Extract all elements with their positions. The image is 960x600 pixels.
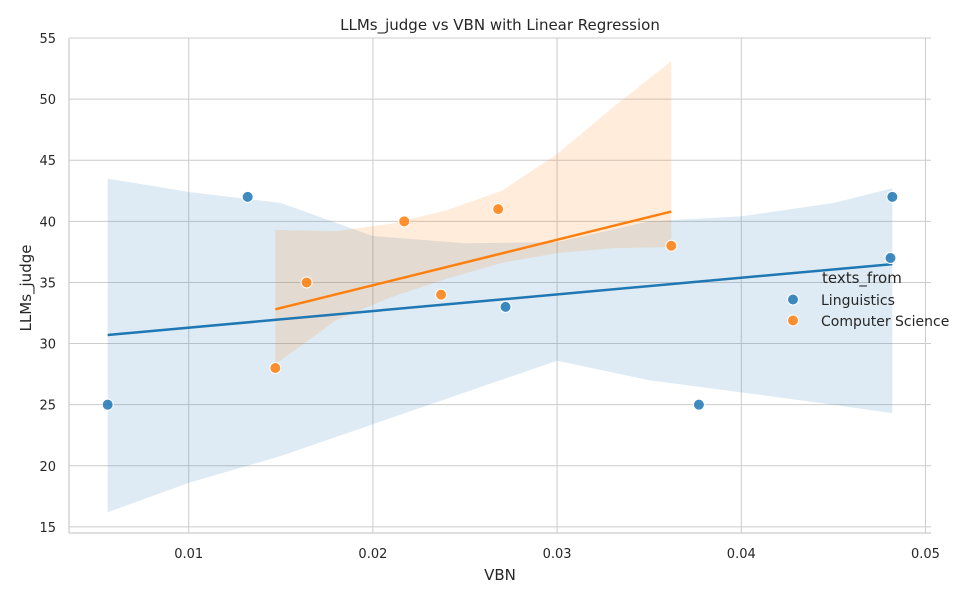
legend-marker <box>787 293 799 306</box>
ci-band-linguistics <box>107 178 893 513</box>
data-point <box>884 252 897 264</box>
regression-line-linguistics <box>107 262 893 337</box>
y-tick-label: 40 <box>39 215 56 230</box>
x-tick-label: 0.01 <box>174 547 203 562</box>
y-tick-label: 15 <box>39 521 56 536</box>
data-point <box>492 203 505 216</box>
regression-lines <box>107 210 893 337</box>
data-point <box>300 276 313 289</box>
legend-label: Computer Science <box>821 314 949 330</box>
axes <box>68 38 931 534</box>
data-point <box>269 362 282 374</box>
data-point <box>886 190 899 203</box>
data-points <box>101 190 899 411</box>
x-axis-label: VBN <box>484 566 516 584</box>
ci-band-computer-science <box>275 61 672 365</box>
x-tick-label: 0.02 <box>358 547 387 562</box>
data-point <box>692 398 705 411</box>
legend-title: texts_from <box>822 269 902 288</box>
x-tick-label: 0.03 <box>543 547 572 562</box>
data-point <box>435 288 448 301</box>
y-axis-ticks: 15 20 25 30 35 40 45 50 55 <box>39 32 56 536</box>
data-point <box>499 300 512 313</box>
data-point <box>241 190 254 203</box>
x-axis-ticks: 0.01 0.02 0.03 0.04 0.05 <box>174 547 940 562</box>
x-tick-label: 0.04 <box>727 547 756 562</box>
x-tick-label: 0.05 <box>911 547 940 562</box>
y-axis-label: LLMs_judge <box>17 245 36 332</box>
y-tick-label: 45 <box>39 154 56 169</box>
confidence-bands <box>107 61 893 513</box>
y-tick-label: 50 <box>39 93 56 108</box>
y-tick-label: 30 <box>39 338 56 353</box>
y-tick-label: 25 <box>39 399 56 414</box>
grid <box>69 37 931 533</box>
data-point <box>665 239 678 252</box>
regression-line-computer-science <box>274 210 672 311</box>
chart-title: LLMs_judge vs VBN with Linear Regression <box>340 16 660 35</box>
legend: texts_from Linguistics Computer Science <box>787 269 949 330</box>
data-point <box>101 398 114 411</box>
legend-label: Linguistics <box>821 293 895 309</box>
y-tick-label: 55 <box>39 32 56 47</box>
y-tick-label: 35 <box>39 276 56 291</box>
data-point <box>398 215 411 228</box>
legend-marker <box>787 314 799 327</box>
y-tick-label: 20 <box>39 460 56 475</box>
